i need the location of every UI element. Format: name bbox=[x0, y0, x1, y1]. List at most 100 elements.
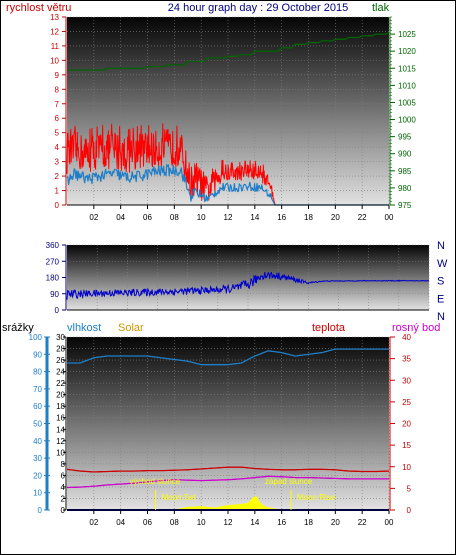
x-tick-label: 00 bbox=[385, 213, 394, 222]
humidity-y-tick-label: 90 bbox=[33, 350, 42, 359]
x-tick-label: 12 bbox=[224, 213, 233, 222]
temperature-y-tick-label: 20 bbox=[402, 420, 411, 429]
sunset-label: západ slunce bbox=[265, 477, 313, 486]
x-tick-label: 08 bbox=[170, 518, 179, 527]
left-y-tick-label: 10 bbox=[50, 56, 59, 65]
left-y-tick-label: 12 bbox=[50, 27, 59, 36]
left-y-tick-label: 9 bbox=[55, 71, 60, 80]
humidity-axis-label: vlhkost bbox=[67, 322, 101, 334]
compass-label: N bbox=[437, 311, 445, 323]
temperature-y-tick-label: 5 bbox=[407, 484, 412, 493]
compass-label: E bbox=[437, 293, 444, 305]
rain-y-tick-label: 0 bbox=[61, 506, 66, 515]
x-tick-label: 06 bbox=[143, 213, 152, 222]
left-y-tick-label: 7 bbox=[55, 100, 60, 109]
x-tick-label: 10 bbox=[197, 213, 206, 222]
left-y-tick-label: 6 bbox=[55, 114, 60, 123]
temperature-y-tick-label: 0 bbox=[407, 506, 412, 515]
left-y-tick-label: 1 bbox=[55, 187, 60, 196]
direction-y-tick-label: 180 bbox=[46, 274, 60, 283]
moonrise-label: Moon Rise bbox=[297, 493, 336, 502]
dewpoint-axis-label: rosný bod bbox=[392, 322, 440, 334]
compass-label: S bbox=[437, 276, 444, 288]
x-tick-label: 20 bbox=[331, 518, 340, 527]
rain-y-tick-label: 22 bbox=[56, 379, 65, 388]
right-y-tick-label: 975 bbox=[398, 201, 412, 210]
right-y-tick-label: 1010 bbox=[398, 81, 416, 90]
x-tick-label: 18 bbox=[304, 518, 313, 527]
wind-pressure-chart: rychlost větru 24 hour graph day : 29 Oc… bbox=[6, 2, 416, 222]
direction-y-tick-label: 360 bbox=[46, 241, 60, 250]
temperature-axis-label: teplota bbox=[312, 322, 346, 334]
chart-title: 24 hour graph day : 29 October 2015 bbox=[168, 2, 348, 14]
right-y-tick-label: 1020 bbox=[398, 47, 416, 56]
direction-y-tick-label: 270 bbox=[46, 257, 60, 266]
sunrise-label: východ slunce bbox=[130, 477, 181, 486]
rain-y-tick-label: 2 bbox=[61, 494, 66, 503]
left-y-tick-label: 5 bbox=[55, 129, 60, 138]
right-y-tick-label: 990 bbox=[398, 150, 412, 159]
axes-3: 02 04 06 08 10 12 14 16 18 20 22 000102030405060708… bbox=[29, 333, 412, 527]
humidity-y-tick-label: 20 bbox=[33, 471, 42, 480]
temperature-y-tick-label: 10 bbox=[402, 463, 411, 472]
axes-1: 02 04 06 08 10 12 14 16 18 20 22 000123456789101112… bbox=[50, 13, 416, 222]
rain-y-tick-label: 6 bbox=[61, 471, 66, 480]
x-tick-label: 14 bbox=[250, 518, 259, 527]
humidity-temperature-chart: srážky vlhkost Solar teplota rosný bod 0… bbox=[2, 322, 440, 527]
x-tick-label: 02 bbox=[89, 213, 98, 222]
humidity-y-tick-label: 70 bbox=[33, 385, 42, 394]
moonset-label: Moon Set bbox=[162, 493, 197, 502]
humidity-y-tick-label: 80 bbox=[33, 368, 42, 377]
x-tick-label: 06 bbox=[143, 518, 152, 527]
wind-speed-axis-label: rychlost větru bbox=[6, 2, 71, 14]
right-y-tick-label: 1015 bbox=[398, 64, 416, 73]
rain-y-tick-label: 10 bbox=[56, 448, 65, 457]
rain-y-tick-label: 12 bbox=[56, 437, 65, 446]
x-tick-label: 10 bbox=[197, 518, 206, 527]
right-y-tick-label: 995 bbox=[398, 133, 412, 142]
rain-axis-label: srážky bbox=[2, 322, 34, 334]
rain-y-tick-label: 14 bbox=[56, 425, 65, 434]
left-y-tick-label: 13 bbox=[50, 13, 59, 22]
temperature-y-tick-label: 15 bbox=[402, 441, 411, 450]
x-tick-label: 14 bbox=[250, 213, 259, 222]
humidity-y-tick-label: 10 bbox=[33, 489, 42, 498]
humidity-y-tick-label: 100 bbox=[29, 333, 43, 342]
humidity-y-tick-label: 0 bbox=[38, 506, 43, 515]
right-y-tick-label: 1000 bbox=[398, 116, 416, 125]
right-y-tick-label: 980 bbox=[398, 184, 412, 193]
x-tick-label: 22 bbox=[358, 518, 367, 527]
temperature-y-tick-label: 25 bbox=[402, 398, 411, 407]
left-y-tick-label: 2 bbox=[55, 172, 60, 181]
direction-y-tick-label: 90 bbox=[50, 290, 59, 299]
temperature-y-tick-label: 30 bbox=[402, 376, 411, 385]
x-tick-label: 18 bbox=[304, 213, 313, 222]
x-tick-label: 20 bbox=[331, 213, 340, 222]
left-y-tick-label: 11 bbox=[51, 42, 60, 51]
x-tick-label: 02 bbox=[89, 518, 98, 527]
direction-y-tick-label: 0 bbox=[55, 306, 60, 315]
compass-label: N bbox=[437, 240, 445, 252]
right-y-tick-label: 1005 bbox=[398, 98, 416, 107]
left-y-tick-label: 3 bbox=[55, 158, 60, 167]
humidity-y-tick-label: 50 bbox=[33, 420, 42, 429]
x-tick-label: 12 bbox=[224, 518, 233, 527]
rain-y-tick-label: 4 bbox=[61, 483, 66, 492]
right-y-tick-label: 1025 bbox=[398, 30, 416, 39]
rain-y-tick-label: 24 bbox=[56, 368, 65, 377]
right-y-tick-label: 985 bbox=[398, 167, 412, 176]
rain-y-tick-label: 26 bbox=[56, 356, 65, 365]
series-line-pressure bbox=[67, 31, 390, 71]
rain-y-tick-label: 30 bbox=[56, 333, 65, 342]
x-tick-label: 16 bbox=[277, 213, 286, 222]
x-tick-label: 16 bbox=[277, 518, 286, 527]
x-tick-label: 22 bbox=[358, 213, 367, 222]
left-y-tick-label: 8 bbox=[55, 85, 60, 94]
series-line-humidity bbox=[67, 348, 389, 366]
series-line-temperature bbox=[66, 466, 389, 473]
pressure-axis-label: tlak bbox=[372, 2, 390, 14]
x-tick-label: 04 bbox=[116, 518, 125, 527]
